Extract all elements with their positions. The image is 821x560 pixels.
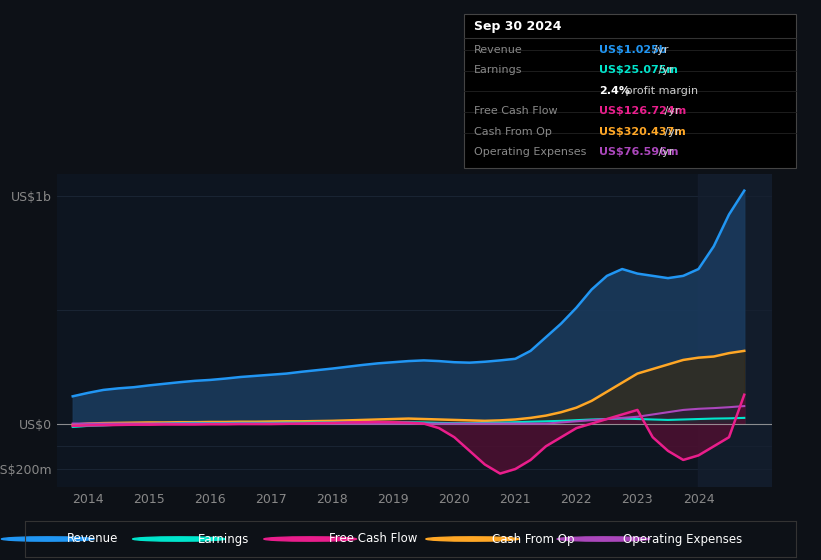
Text: /yr: /yr: [655, 147, 674, 157]
Text: /yr: /yr: [661, 106, 679, 116]
Bar: [699, 174, 772, 487]
Text: Revenue: Revenue: [474, 45, 522, 55]
Text: /yr: /yr: [655, 66, 674, 76]
Text: Earnings: Earnings: [474, 66, 522, 76]
Text: US$320.437m: US$320.437m: [599, 127, 686, 137]
Text: US$25.075m: US$25.075m: [599, 66, 678, 76]
Circle shape: [264, 537, 356, 541]
Text: Free Cash Flow: Free Cash Flow: [329, 533, 418, 545]
Text: 2.4%: 2.4%: [599, 86, 631, 96]
Circle shape: [557, 537, 649, 541]
Text: US$1.025b: US$1.025b: [599, 45, 667, 55]
Text: Operating Expenses: Operating Expenses: [474, 147, 586, 157]
Text: Earnings: Earnings: [199, 533, 250, 545]
Text: Cash From Op: Cash From Op: [492, 533, 574, 545]
Text: Free Cash Flow: Free Cash Flow: [474, 106, 557, 116]
Text: /yr: /yr: [649, 45, 668, 55]
Text: US$126.724m: US$126.724m: [599, 106, 686, 116]
Text: profit margin: profit margin: [621, 86, 698, 96]
Circle shape: [426, 537, 519, 541]
Circle shape: [2, 537, 94, 541]
Text: /yr: /yr: [661, 127, 679, 137]
Text: US$76.596m: US$76.596m: [599, 147, 679, 157]
Text: Operating Expenses: Operating Expenses: [623, 533, 742, 545]
Text: Sep 30 2024: Sep 30 2024: [474, 20, 562, 32]
Text: Cash From Op: Cash From Op: [474, 127, 552, 137]
Text: Revenue: Revenue: [67, 533, 118, 545]
Circle shape: [133, 537, 225, 541]
